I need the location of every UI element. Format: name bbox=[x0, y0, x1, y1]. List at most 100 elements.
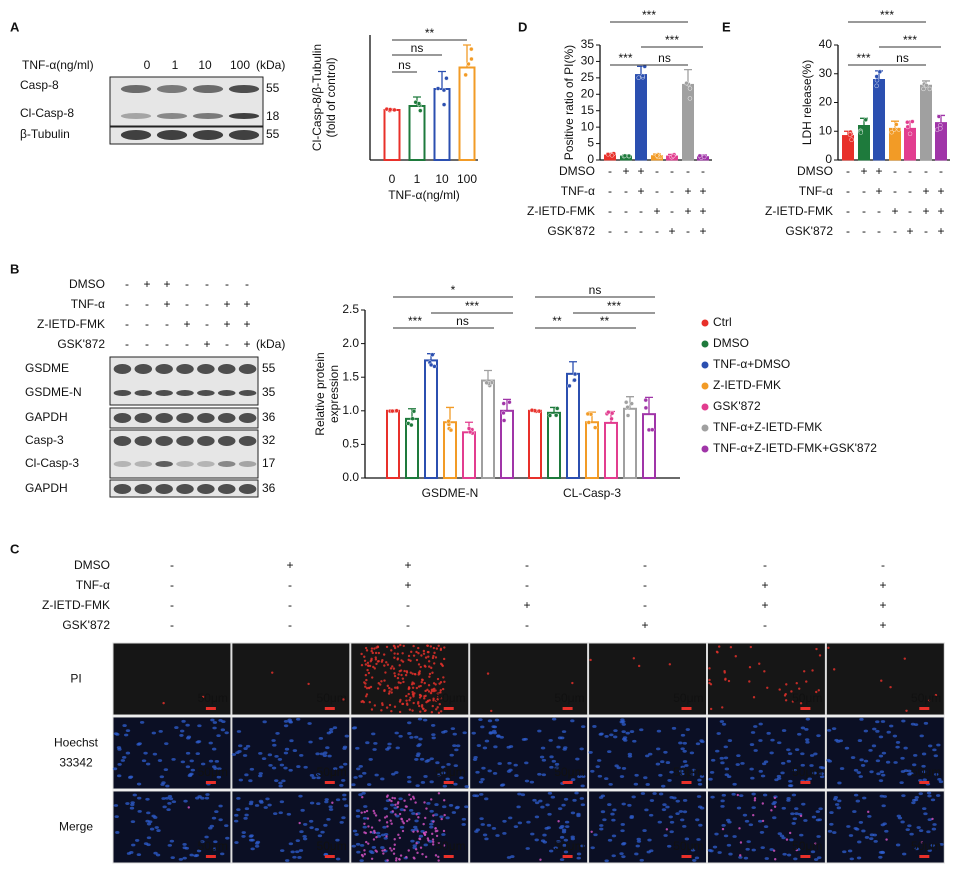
pi-signal-decor bbox=[383, 688, 386, 692]
nucleus-decor bbox=[174, 726, 179, 729]
nucleus-decor bbox=[189, 853, 194, 857]
pi-signal-decor bbox=[373, 812, 376, 815]
nucleus-decor bbox=[196, 740, 202, 743]
pi-signal-decor bbox=[397, 673, 400, 676]
scale-bar-label: 50μm bbox=[198, 765, 228, 779]
nucleus-decor bbox=[538, 799, 543, 803]
pi-signal-decor bbox=[383, 679, 386, 682]
data-point-decor bbox=[507, 399, 512, 405]
nucleus-decor bbox=[695, 818, 700, 822]
pi-signal-decor bbox=[365, 649, 369, 652]
nucleus-decor bbox=[241, 835, 246, 838]
nucleus-decor bbox=[663, 834, 668, 837]
pi-signal-decor bbox=[436, 696, 439, 699]
nucleus-decor bbox=[869, 833, 875, 837]
nucleus-decor bbox=[371, 732, 376, 736]
nucleus-decor bbox=[355, 814, 361, 818]
pi-signal-decor bbox=[880, 679, 883, 682]
nucleus-decor bbox=[318, 736, 324, 740]
nucleus-decor bbox=[475, 770, 480, 774]
nucleus-decor bbox=[871, 744, 877, 748]
nucleus-decor bbox=[541, 773, 547, 777]
nucleus-decor bbox=[913, 753, 918, 757]
nucleus-decor bbox=[658, 792, 664, 796]
pi-signal-decor bbox=[432, 814, 435, 817]
pi-signal-decor bbox=[414, 848, 418, 851]
nucleus-decor bbox=[171, 800, 177, 804]
nucleus-decor bbox=[212, 721, 218, 724]
pi-signal-decor bbox=[790, 690, 793, 693]
nucleus-decor bbox=[909, 832, 914, 836]
nucleus-decor bbox=[913, 723, 919, 727]
pi-signal-decor bbox=[814, 842, 817, 845]
nucleus-decor bbox=[728, 852, 733, 856]
nucleus-decor bbox=[621, 767, 627, 770]
scale-bar bbox=[205, 781, 216, 784]
pi-signal-decor bbox=[427, 690, 431, 693]
treatment-sign: - bbox=[655, 164, 659, 178]
nucleus-decor bbox=[224, 824, 229, 827]
pi-signal-decor bbox=[409, 696, 412, 700]
nucleus-decor bbox=[557, 807, 563, 811]
nucleus-decor bbox=[152, 752, 158, 756]
treatment-sign: + bbox=[684, 184, 691, 198]
nucleus-decor bbox=[922, 778, 927, 782]
pi-signal-decor bbox=[364, 673, 368, 677]
nucleus-decor bbox=[540, 839, 546, 843]
nucleus-decor bbox=[137, 810, 142, 813]
nucleus-decor bbox=[717, 851, 722, 854]
nucleus-decor bbox=[872, 727, 877, 731]
nucleus-decor bbox=[782, 852, 787, 856]
treatment-sign: - bbox=[846, 164, 850, 178]
pi-signal-decor bbox=[415, 813, 418, 816]
pi-signal-decor bbox=[415, 658, 419, 662]
bar bbox=[623, 407, 637, 479]
data-point-decor bbox=[609, 411, 615, 416]
y-tick-label: 2.5 bbox=[342, 302, 359, 316]
nucleus-decor bbox=[351, 783, 356, 787]
nucleus-decor bbox=[322, 754, 328, 757]
nucleus-decor bbox=[320, 830, 325, 834]
nucleus-decor bbox=[398, 734, 403, 738]
nucleus-decor bbox=[117, 774, 122, 778]
nucleus-decor bbox=[250, 847, 255, 851]
pi-signal-decor bbox=[398, 664, 401, 667]
nucleus-decor bbox=[921, 764, 926, 768]
nucleus-decor bbox=[655, 747, 661, 751]
nucleus-decor bbox=[517, 792, 522, 796]
scale-bar bbox=[681, 707, 692, 710]
nucleus-decor bbox=[316, 773, 321, 777]
data-point-decor bbox=[905, 120, 910, 125]
nucleus-decor bbox=[788, 784, 794, 788]
nucleus-decor bbox=[680, 772, 685, 776]
nucleus-decor bbox=[791, 793, 797, 797]
kda-label: 36 bbox=[262, 481, 276, 495]
nucleus-decor bbox=[514, 774, 519, 777]
nucleus-decor bbox=[838, 739, 844, 743]
pi-signal-decor bbox=[431, 832, 434, 836]
scale-bar-label: 50μm bbox=[911, 691, 941, 705]
pi-signal-decor bbox=[435, 699, 438, 703]
nucleus-decor bbox=[429, 822, 434, 826]
nucleus-decor bbox=[169, 839, 175, 843]
nucleus-decor bbox=[339, 820, 344, 824]
pi-signal-decor bbox=[385, 821, 389, 824]
legend-marker bbox=[701, 319, 709, 327]
pi-signal-decor bbox=[423, 697, 426, 700]
nucleus-decor bbox=[846, 825, 851, 828]
pi-signal-decor bbox=[818, 654, 822, 657]
data-point-decor bbox=[553, 413, 559, 418]
pi-signal-decor bbox=[360, 811, 363, 814]
nucleus-decor bbox=[506, 856, 512, 859]
nucleus-decor bbox=[884, 829, 889, 833]
data-point-decor bbox=[697, 153, 702, 159]
nucleus-decor bbox=[675, 799, 680, 803]
band-label: Casp-8 bbox=[20, 78, 59, 92]
panel-label: A bbox=[10, 19, 20, 34]
nucleus-decor bbox=[740, 761, 745, 765]
nucleus-decor bbox=[295, 839, 301, 843]
nucleus-decor bbox=[665, 805, 670, 809]
panel-label: E bbox=[722, 19, 731, 34]
data-point-decor bbox=[629, 401, 634, 406]
scale-bar-label: 50μm bbox=[673, 839, 703, 853]
